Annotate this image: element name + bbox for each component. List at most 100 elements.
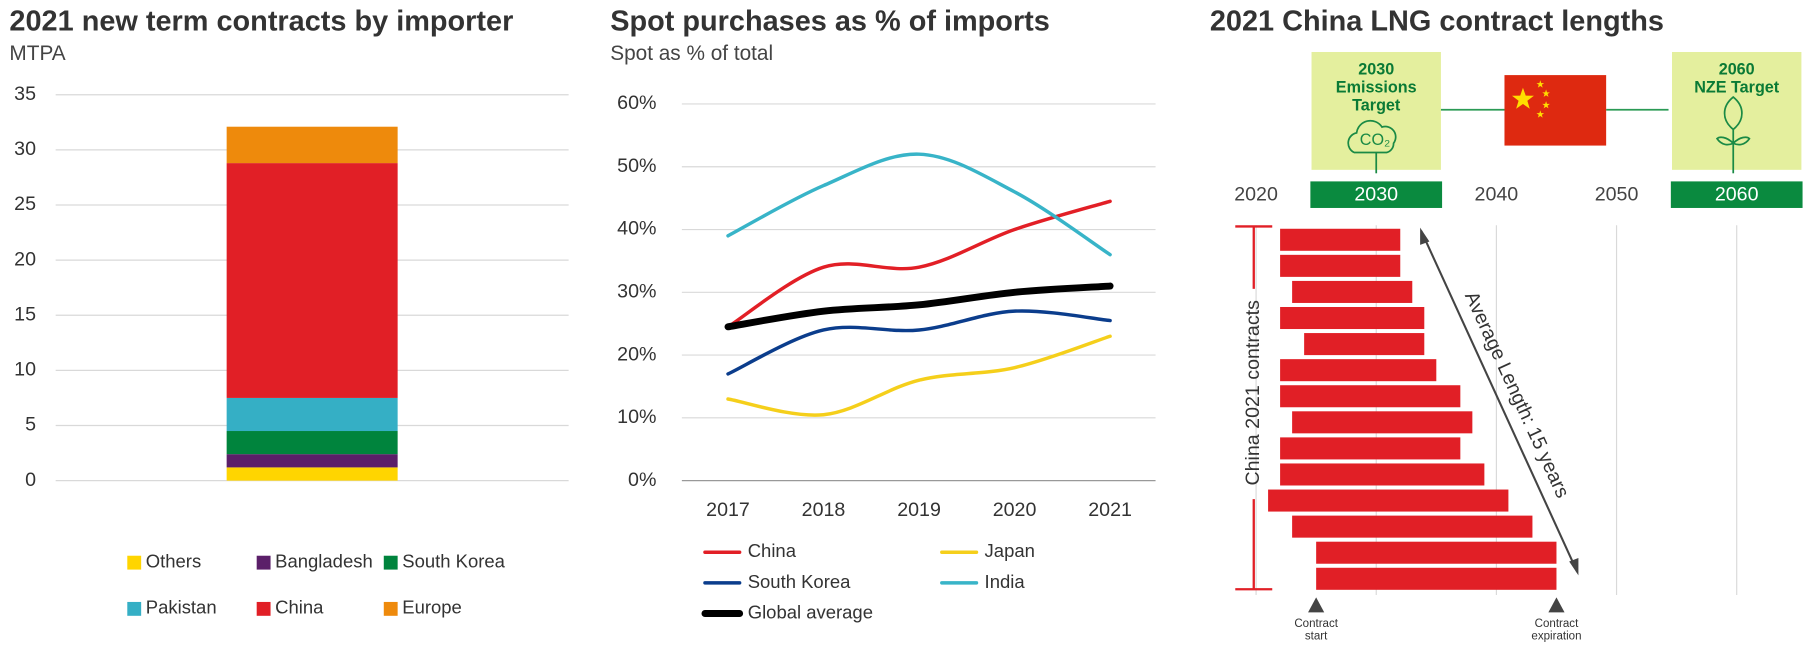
contract-bar xyxy=(1280,228,1401,251)
bracket-label: China 2021 contracts xyxy=(1242,300,1264,486)
target-box xyxy=(1672,51,1802,170)
bar-segment xyxy=(226,467,398,481)
target-label: Target xyxy=(1352,97,1401,115)
contract-bar xyxy=(1316,541,1557,564)
legend-swatch xyxy=(383,601,398,616)
y-tick-label: 10% xyxy=(617,406,656,428)
bar-segment xyxy=(226,163,398,398)
target-label: Emissions xyxy=(1336,79,1417,97)
chart-title: 2021 new term contracts by importer xyxy=(9,6,513,38)
arrow-head xyxy=(1420,227,1430,245)
contract-bar xyxy=(1292,411,1473,434)
legend-label: Europe xyxy=(402,597,462,618)
legend-swatch xyxy=(127,555,142,570)
contract-bar xyxy=(1316,567,1557,590)
china-flag xyxy=(1504,75,1607,146)
icon-text: CO₂ xyxy=(1360,131,1391,149)
legend-swatch xyxy=(383,555,398,570)
y-tick-label: 10 xyxy=(14,359,36,381)
y-tick-label: 35 xyxy=(14,83,36,105)
arrow-head xyxy=(1569,558,1579,576)
x-tick-label: 2019 xyxy=(897,499,941,521)
legend-swatch xyxy=(256,601,271,616)
contract-bar xyxy=(1304,333,1425,356)
legend-label: China xyxy=(275,597,324,618)
line-series xyxy=(726,152,1112,257)
arrow xyxy=(1420,230,1579,573)
marker-label: start xyxy=(1305,631,1328,643)
x-tick-label: 2060 xyxy=(1715,183,1759,205)
x-tick-label: 2020 xyxy=(1234,183,1278,205)
marker-label: expiration xyxy=(1531,631,1581,643)
target-tick-box xyxy=(1670,181,1803,208)
marker-label: Contract xyxy=(1294,618,1338,630)
contract-bar xyxy=(1280,463,1485,486)
line-series xyxy=(726,334,1112,417)
legend-label: South Korea xyxy=(748,571,851,592)
legend-label: Others xyxy=(146,551,201,572)
legend-label: Global average xyxy=(748,601,873,622)
contract-bar xyxy=(1280,306,1425,330)
contract-bar xyxy=(1268,489,1509,512)
legend-label: India xyxy=(985,571,1026,592)
bar-segment xyxy=(226,126,398,164)
marker-triangle xyxy=(1548,597,1565,613)
y-tick-label: 15 xyxy=(14,303,36,325)
line-series xyxy=(724,282,1114,331)
marker-label: Contract xyxy=(1535,618,1579,630)
contract-bar xyxy=(1280,437,1461,460)
line-series xyxy=(726,199,1112,329)
target-label: NZE Target xyxy=(1694,79,1780,97)
co2-icon xyxy=(1347,119,1397,174)
x-tick-label: 2018 xyxy=(802,499,846,521)
chart-title: 2021 China LNG contract lengths xyxy=(1210,6,1664,38)
y-tick-label: 20 xyxy=(14,248,36,270)
x-tick-label: 2040 xyxy=(1475,183,1519,205)
bar-segment xyxy=(226,431,398,455)
legend-label: Pakistan xyxy=(146,597,217,618)
legend-swatch xyxy=(127,601,142,616)
marker-triangle xyxy=(1308,597,1325,613)
flag-star xyxy=(1542,89,1550,97)
chart-subtitle: MTPA xyxy=(9,42,65,65)
contract-bar xyxy=(1280,385,1461,408)
bar-segment xyxy=(226,454,398,468)
chart-subtitle: Spot as % of total xyxy=(610,42,773,65)
flag-star xyxy=(1536,110,1545,118)
flag-star xyxy=(1542,101,1550,109)
legend-label: South Korea xyxy=(402,551,505,572)
legend-label: Japan xyxy=(985,540,1035,561)
x-tick-label: 2017 xyxy=(706,499,750,521)
y-tick-label: 40% xyxy=(617,218,656,240)
leaf-icon xyxy=(1715,95,1751,174)
target-tick-box xyxy=(1310,181,1443,208)
x-tick-label: 2030 xyxy=(1354,183,1398,205)
flag-star xyxy=(1536,80,1545,88)
y-tick-label: 0% xyxy=(628,469,656,491)
y-tick-label: 25 xyxy=(14,193,36,215)
line-series xyxy=(726,309,1112,376)
y-tick-label: 30% xyxy=(617,280,656,302)
x-tick-label: 2020 xyxy=(993,499,1037,521)
legend-swatch xyxy=(256,555,271,570)
y-tick-label: 5 xyxy=(25,414,36,436)
target-box xyxy=(1311,51,1441,170)
contract-bar xyxy=(1280,254,1401,277)
contract-bar xyxy=(1292,280,1413,303)
flag-star xyxy=(1511,87,1534,109)
legend-label: Bangladesh xyxy=(275,551,373,572)
contract-bar xyxy=(1280,359,1437,382)
bar-segment xyxy=(226,397,398,432)
y-tick-label: 50% xyxy=(617,155,656,177)
chart-title: Spot purchases as % of imports xyxy=(610,6,1050,38)
contract-bar xyxy=(1292,515,1533,538)
legend-label: China xyxy=(748,540,797,561)
target-label: 2030 xyxy=(1358,61,1394,79)
y-tick-label: 0 xyxy=(25,469,36,491)
x-tick-label: 2050 xyxy=(1595,183,1639,205)
y-tick-label: 20% xyxy=(617,343,656,365)
x-tick-label: 2021 xyxy=(1088,499,1132,521)
flag-stars xyxy=(1511,80,1550,118)
